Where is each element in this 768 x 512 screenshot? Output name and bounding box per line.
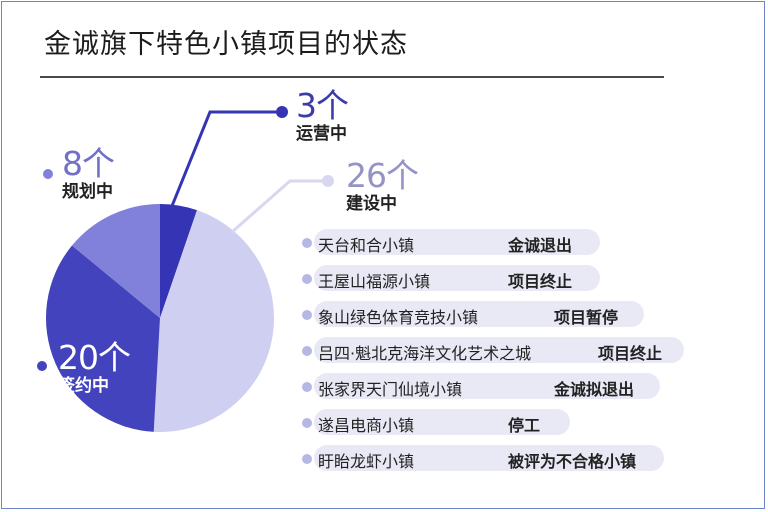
- label-operating: 3个 运营中: [296, 86, 349, 145]
- list-item: 遂昌电商小镇 停工: [296, 406, 716, 442]
- project-status-list: 天台和合小镇 金诚退出 王屋山福源小镇 项目终止 象山绿色体育竞技小镇 项目暂停…: [296, 226, 716, 478]
- project-status: 金诚退出: [508, 236, 573, 255]
- slice-building: [153, 210, 275, 432]
- project-name: 天台和合小镇: [318, 236, 415, 255]
- list-item: 王屋山福源小镇 项目终止: [296, 262, 716, 298]
- bullet-icon: [302, 346, 312, 356]
- value-signed: 20个: [58, 338, 131, 377]
- value-building: 26个: [346, 156, 419, 195]
- bullet-icon: [302, 274, 312, 284]
- status-operating: 运营中: [296, 124, 347, 144]
- project-name: 吕四·魁北克海洋文化艺术之城: [318, 344, 532, 363]
- row-background: [314, 373, 660, 399]
- list-item: 象山绿色体育竞技小镇 项目暂停: [296, 298, 716, 334]
- row-background: [314, 265, 600, 291]
- project-status: 项目暂停: [554, 308, 619, 327]
- project-status: 被评为不合格小镇: [508, 452, 637, 471]
- project-name: 遂昌电商小镇: [318, 416, 415, 435]
- project-name: 张家界天门仙境小镇: [318, 380, 463, 399]
- leader-dot-building: [322, 175, 334, 187]
- bullet-icon: [302, 382, 312, 392]
- leader-dot-planning: [43, 169, 53, 179]
- value-planning: 8个: [62, 144, 115, 183]
- slice-signed: [45, 245, 160, 432]
- row-background: [314, 337, 684, 363]
- list-item: 张家界天门仙境小镇 金诚拟退出: [296, 370, 716, 406]
- bullet-icon: [302, 310, 312, 320]
- list-item: 盱眙龙虾小镇 被评为不合格小镇: [296, 442, 716, 478]
- status-building: 建设中: [346, 194, 397, 214]
- label-building: 26个 建设中: [346, 156, 419, 215]
- leader-line-building: [231, 179, 328, 234]
- list-item: 天台和合小镇 金诚退出: [296, 226, 716, 262]
- project-status: 项目终止: [598, 344, 663, 363]
- status-signed: 签约中: [58, 376, 109, 396]
- bullet-icon: [302, 238, 312, 248]
- project-status: 项目终止: [508, 272, 573, 291]
- bullet-icon: [302, 418, 312, 428]
- title-divider: [40, 76, 664, 78]
- slice-operating: [160, 204, 198, 318]
- leader-line-operating: [170, 110, 282, 207]
- bullet-icon: [302, 454, 312, 464]
- label-planning: 8个 规划中: [62, 144, 115, 203]
- leader-dot-signed: [37, 361, 47, 371]
- slice-planning: [72, 204, 160, 318]
- project-name: 盱眙龙虾小镇: [318, 452, 415, 471]
- chart-title: 金诚旗下特色小镇项目的状态: [44, 29, 408, 60]
- row-background: [314, 229, 600, 255]
- leader-dot-operating: [276, 106, 288, 118]
- project-status: 金诚拟退出: [554, 380, 635, 399]
- project-name: 象山绿色体育竞技小镇: [318, 308, 479, 327]
- project-status: 停工: [508, 416, 541, 435]
- row-background: [314, 409, 570, 435]
- status-planning: 规划中: [62, 182, 113, 202]
- value-operating: 3个: [296, 86, 349, 125]
- row-background: [314, 301, 644, 327]
- project-name: 王屋山福源小镇: [318, 272, 431, 291]
- row-background: [314, 445, 664, 471]
- list-item: 吕四·魁北克海洋文化艺术之城 项目终止: [296, 334, 716, 370]
- label-signed: 20个 签约中: [58, 338, 131, 397]
